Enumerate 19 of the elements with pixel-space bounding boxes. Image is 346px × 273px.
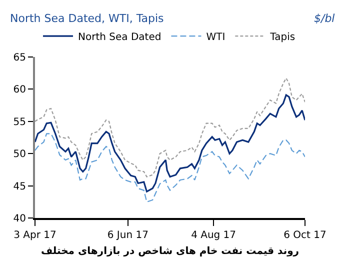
line-series [35,78,305,178]
legend-label: North Sea Dated [78,32,162,43]
y-tick-label: 45 [13,181,26,192]
legend-label: Tapis [269,32,296,43]
legend-label: WTI [206,32,226,43]
y-tick-label: 50 [13,149,26,160]
text: روند قیمت نفت خام های شاخص در بازارهای مختلف [41,246,300,257]
line-series [35,133,305,202]
y-tick-label: 55 [13,116,26,128]
x-tick-label: 4 Aug 17 [191,230,236,241]
y-tick-label: 60 [13,84,26,96]
x-tick-label: 6 Oct 17 [284,230,326,241]
y-axis-title: $/bl [314,12,335,25]
line-series [35,94,305,192]
x-tick-label: 6 Jun 17 [107,230,148,241]
chart-title: North Sea Dated, WTI, Tapis [10,12,164,25]
y-tick-label: 65 [13,52,26,64]
x-tick-label: 3 Apr 17 [14,230,56,241]
y-tick-label: 40 [13,214,26,224]
